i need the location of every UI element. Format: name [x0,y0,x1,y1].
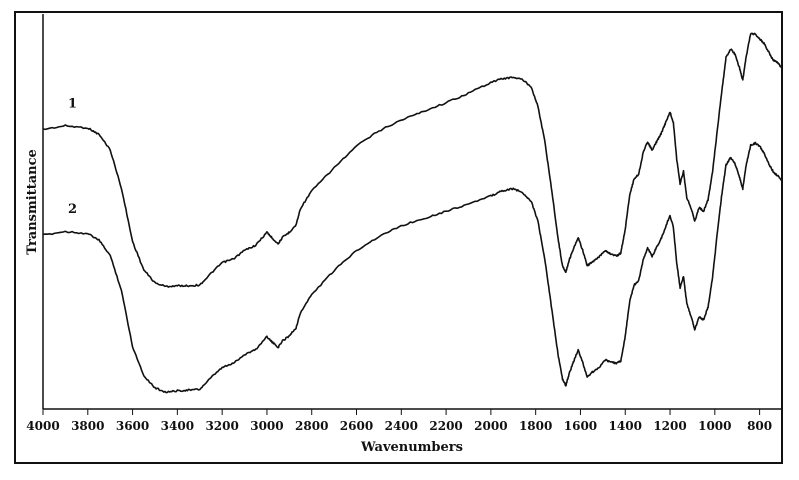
x-tick-label: 4000 [26,419,59,433]
y-axis-title: Transmittance [25,149,40,255]
x-tick-label: 1400 [609,419,642,433]
x-tick-label: 2600 [340,419,373,433]
x-tick-label: 3800 [71,419,104,433]
x-tick-label: 3600 [116,419,149,433]
series-line-1 [42,32,783,288]
x-tick-label: 1800 [519,419,552,433]
x-tick-label: 2200 [429,419,462,433]
x-ticks: 4000 3800 3600 3400 3200 3000 2800 2600 2400 2200… [26,409,772,433]
x-axis-title: Wavenumbers [360,440,463,455]
figure-frame [14,11,783,464]
series-group [42,32,783,394]
x-tick-label: 3400 [161,419,194,433]
series-labels: 12 [68,96,77,217]
axes [42,14,782,410]
x-tick-label: 1600 [564,419,597,433]
x-tick-label: 2400 [385,419,418,433]
x-tick-label: 3000 [250,419,283,433]
series-label-2: 2 [68,202,77,217]
x-tick-label: 1000 [698,419,731,433]
series-label-1: 1 [68,96,77,111]
x-tick-label: 2000 [474,419,507,433]
x-tick-label: 3200 [205,419,238,433]
x-tick-label: 1200 [653,419,686,433]
x-tick-label: 2800 [295,419,328,433]
x-tick-label: 800 [747,419,772,433]
series-line-2 [42,141,783,394]
